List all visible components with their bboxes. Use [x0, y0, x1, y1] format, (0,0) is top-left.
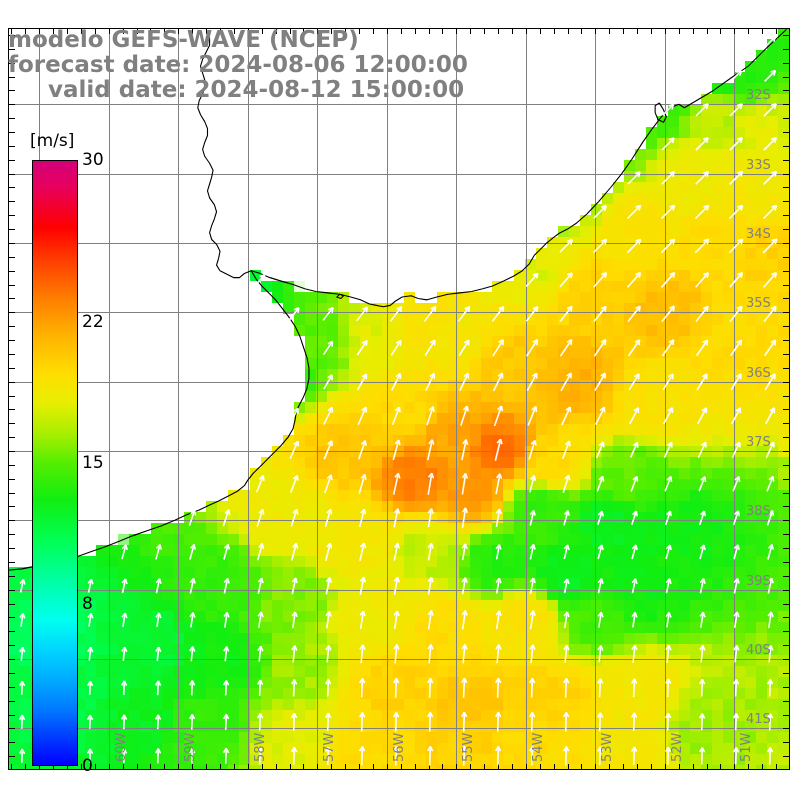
colorbar-tick-label: 22 [82, 311, 104, 332]
lon-tick-label: 51W [739, 732, 755, 762]
colorbar[interactable] [32, 160, 78, 766]
colorbar-tick-label: 15 [82, 453, 104, 473]
colorbar-gradient [32, 160, 78, 766]
lat-tick-label: 37S [746, 435, 771, 450]
colorbar-unit-label: [m/s] [30, 131, 75, 151]
lat-tick-label: 34S [746, 226, 771, 242]
lon-tick-label: 53W [600, 732, 616, 762]
colorbar-tick-label: 0 [82, 756, 93, 776]
lon-tick-label: 60W [113, 732, 129, 762]
lon-tick-label: 54W [530, 732, 546, 762]
lon-tick-label: 58W [252, 732, 268, 762]
wind-vector-canvas [8, 28, 790, 770]
lat-tick-label: 38S [746, 504, 771, 520]
lon-tick-label: 57W [322, 732, 338, 762]
lat-tick-label: 35S [746, 296, 771, 312]
lat-tick-label: 41S [746, 712, 771, 728]
colorbar-tick-label: 8 [82, 594, 93, 615]
lat-tick-label: 36S [746, 365, 771, 381]
lat-tick-label: 32S [746, 88, 771, 104]
lat-tick-label: 40S [746, 643, 771, 659]
lon-tick-label: 59W [183, 732, 199, 762]
wind-speed-field [8, 28, 790, 770]
map-plot-area[interactable] [8, 28, 790, 770]
lon-tick-label: 55W [461, 732, 477, 762]
colorbar-tick-label: 30 [82, 150, 104, 170]
lat-tick-label: 33S [746, 157, 771, 173]
lon-tick-label: 52W [669, 732, 685, 762]
lat-tick-label: 39S [746, 573, 771, 589]
lon-tick-label: 56W [391, 732, 407, 762]
